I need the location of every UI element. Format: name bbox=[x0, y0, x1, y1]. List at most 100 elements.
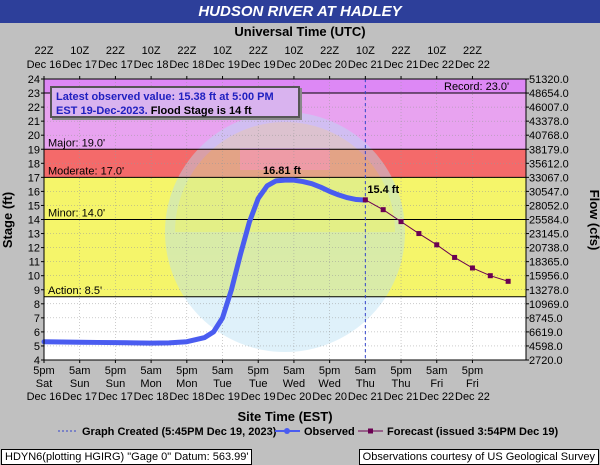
noaa-watermark bbox=[165, 112, 405, 352]
flow-tick-label: 35612.0 bbox=[529, 158, 569, 170]
flow-tick-label: 51320.0 bbox=[529, 74, 569, 86]
x-tick-time: 5pm bbox=[390, 365, 411, 377]
credit-footer: Observations courtesy of US Geological S… bbox=[358, 449, 599, 465]
x-tick-day: Thu bbox=[392, 378, 411, 390]
y-tick-label: 6 bbox=[34, 327, 40, 339]
flow-tick-label: 33067.0 bbox=[529, 172, 569, 184]
x-tick-date: Dec 21 bbox=[348, 391, 383, 403]
utc-tick-date: Dec 17 bbox=[62, 59, 97, 71]
forecast-point bbox=[505, 278, 511, 284]
flow-tick-label: 13278.0 bbox=[529, 285, 569, 297]
observed-line bbox=[41, 177, 368, 346]
utc-tick-time: 10Z bbox=[213, 45, 232, 57]
forecast-point bbox=[362, 197, 368, 203]
y-tick-label: 16 bbox=[28, 186, 40, 198]
title-bar bbox=[0, 0, 600, 23]
x-tick-date: Dec 18 bbox=[169, 391, 204, 403]
legend-forecast-label: Forecast (issued 3:54PM Dec 19) bbox=[387, 426, 559, 438]
latest-observed-text: Latest observed value: 15.38 ft at 5:00 … bbox=[56, 91, 274, 103]
flood-category-label: Moderate: 17.0' bbox=[48, 165, 124, 177]
forecast-point bbox=[487, 273, 493, 279]
utc-tick-time: 22Z bbox=[392, 45, 411, 57]
utc-tick-time: 22Z bbox=[463, 45, 482, 57]
utc-tick-time: 10Z bbox=[427, 45, 446, 57]
flow-tick-label: 46007.0 bbox=[529, 102, 569, 114]
x-tick-day: Mon bbox=[140, 378, 161, 390]
flow-tick-label: 23145.0 bbox=[529, 229, 569, 241]
x-tick-time: 5pm bbox=[105, 365, 126, 377]
legend-observed-label: Observed bbox=[304, 426, 355, 438]
flow-tick-label: 2720.0 bbox=[529, 355, 563, 367]
forecast-start-label: 15.4 ft bbox=[367, 184, 399, 196]
flow-tick-label: 28052.0 bbox=[529, 200, 569, 212]
bottom-axis-title: Site Time (EST) bbox=[237, 409, 332, 424]
x-tick-day: Thu bbox=[356, 378, 375, 390]
utc-tick-time: 10Z bbox=[284, 45, 303, 57]
flood-category-label: Minor: 14.0' bbox=[48, 208, 105, 220]
flow-tick-label: 20738.0 bbox=[529, 243, 569, 255]
y-tick-label: 20 bbox=[28, 130, 40, 142]
latest-observation-box: Latest observed value: 15.38 ft at 5:00 … bbox=[50, 86, 300, 118]
y-tick-label: 5 bbox=[34, 341, 40, 353]
y-tick-label: 12 bbox=[28, 243, 40, 255]
flow-tick-label: 8745.0 bbox=[529, 313, 563, 325]
flow-axis-title: Flow (cfs) bbox=[587, 190, 600, 251]
utc-tick-time: 22Z bbox=[35, 45, 54, 57]
utc-tick-date: Dec 21 bbox=[348, 59, 383, 71]
x-tick-time: 5pm bbox=[33, 365, 54, 377]
latest-date-text: EST 19-Dec-2023. bbox=[56, 105, 148, 117]
y-tick-label: 22 bbox=[28, 102, 40, 114]
y-tick-label: 8 bbox=[34, 299, 40, 311]
flood-category-label: Action: 8.5' bbox=[48, 285, 102, 297]
flood-category-label: Record: 23.0' bbox=[444, 81, 509, 93]
y-tick-label: 15 bbox=[28, 200, 40, 212]
y-tick-label: 19 bbox=[28, 144, 40, 156]
utc-tick-date: Dec 19 bbox=[205, 59, 240, 71]
x-tick-date: Dec 22 bbox=[419, 391, 454, 403]
utc-tick-time: 22Z bbox=[320, 45, 339, 57]
x-tick-date: Dec 17 bbox=[62, 391, 97, 403]
forecast-point bbox=[434, 242, 440, 248]
y-tick-label: 10 bbox=[28, 271, 40, 283]
x-tick-time: 5pm bbox=[462, 365, 483, 377]
x-tick-time: 5pm bbox=[319, 365, 340, 377]
flood-stage-text: Flood Stage is 14 ft bbox=[150, 105, 252, 117]
utc-tick-time: 10Z bbox=[70, 45, 89, 57]
x-tick-day: Fri bbox=[466, 378, 479, 390]
legend-observed-marker bbox=[284, 428, 290, 434]
minor-band bbox=[44, 177, 526, 220]
x-tick-time: 5am bbox=[426, 365, 447, 377]
y-tick-label: 4 bbox=[34, 355, 40, 367]
x-tick-day: Mon bbox=[176, 378, 197, 390]
y-tick-label: 17 bbox=[28, 172, 40, 184]
x-tick-date: Dec 16 bbox=[27, 391, 62, 403]
utc-tick-date: Dec 22 bbox=[419, 59, 454, 71]
y-tick-label: 14 bbox=[28, 215, 40, 227]
flow-tick-label: 38179.0 bbox=[529, 144, 569, 156]
utc-tick-time: 10Z bbox=[142, 45, 161, 57]
forecast-point bbox=[416, 231, 422, 237]
forecast-point bbox=[398, 219, 404, 225]
legend-forecast-marker bbox=[368, 428, 373, 434]
action-band bbox=[44, 219, 526, 297]
utc-tick-time: 22Z bbox=[177, 45, 196, 57]
x-tick-date: Dec 20 bbox=[312, 391, 347, 403]
utc-tick-date: Dec 16 bbox=[27, 59, 62, 71]
utc-tick-date: Dec 17 bbox=[98, 59, 133, 71]
watermark-noaa bbox=[240, 148, 330, 170]
flood-category-label: Major: 19.0' bbox=[48, 137, 105, 149]
flow-tick-label: 6619.0 bbox=[529, 327, 563, 339]
utc-tick-time: 22Z bbox=[106, 45, 125, 57]
x-tick-date: Dec 19 bbox=[205, 391, 240, 403]
utc-tick-date: Dec 19 bbox=[241, 59, 276, 71]
peak-label: 16.81 ft bbox=[263, 165, 301, 177]
flow-tick-label: 18365.0 bbox=[529, 257, 569, 269]
flow-tick-label: 4598.0 bbox=[529, 341, 563, 353]
flow-tick-label: 25584.0 bbox=[529, 215, 569, 227]
watermark-disk bbox=[165, 112, 405, 352]
x-tick-time: 5pm bbox=[176, 365, 197, 377]
y-tick-label: 24 bbox=[28, 74, 40, 86]
x-tick-time: 5am bbox=[69, 365, 90, 377]
x-tick-day: Fri bbox=[430, 378, 443, 390]
